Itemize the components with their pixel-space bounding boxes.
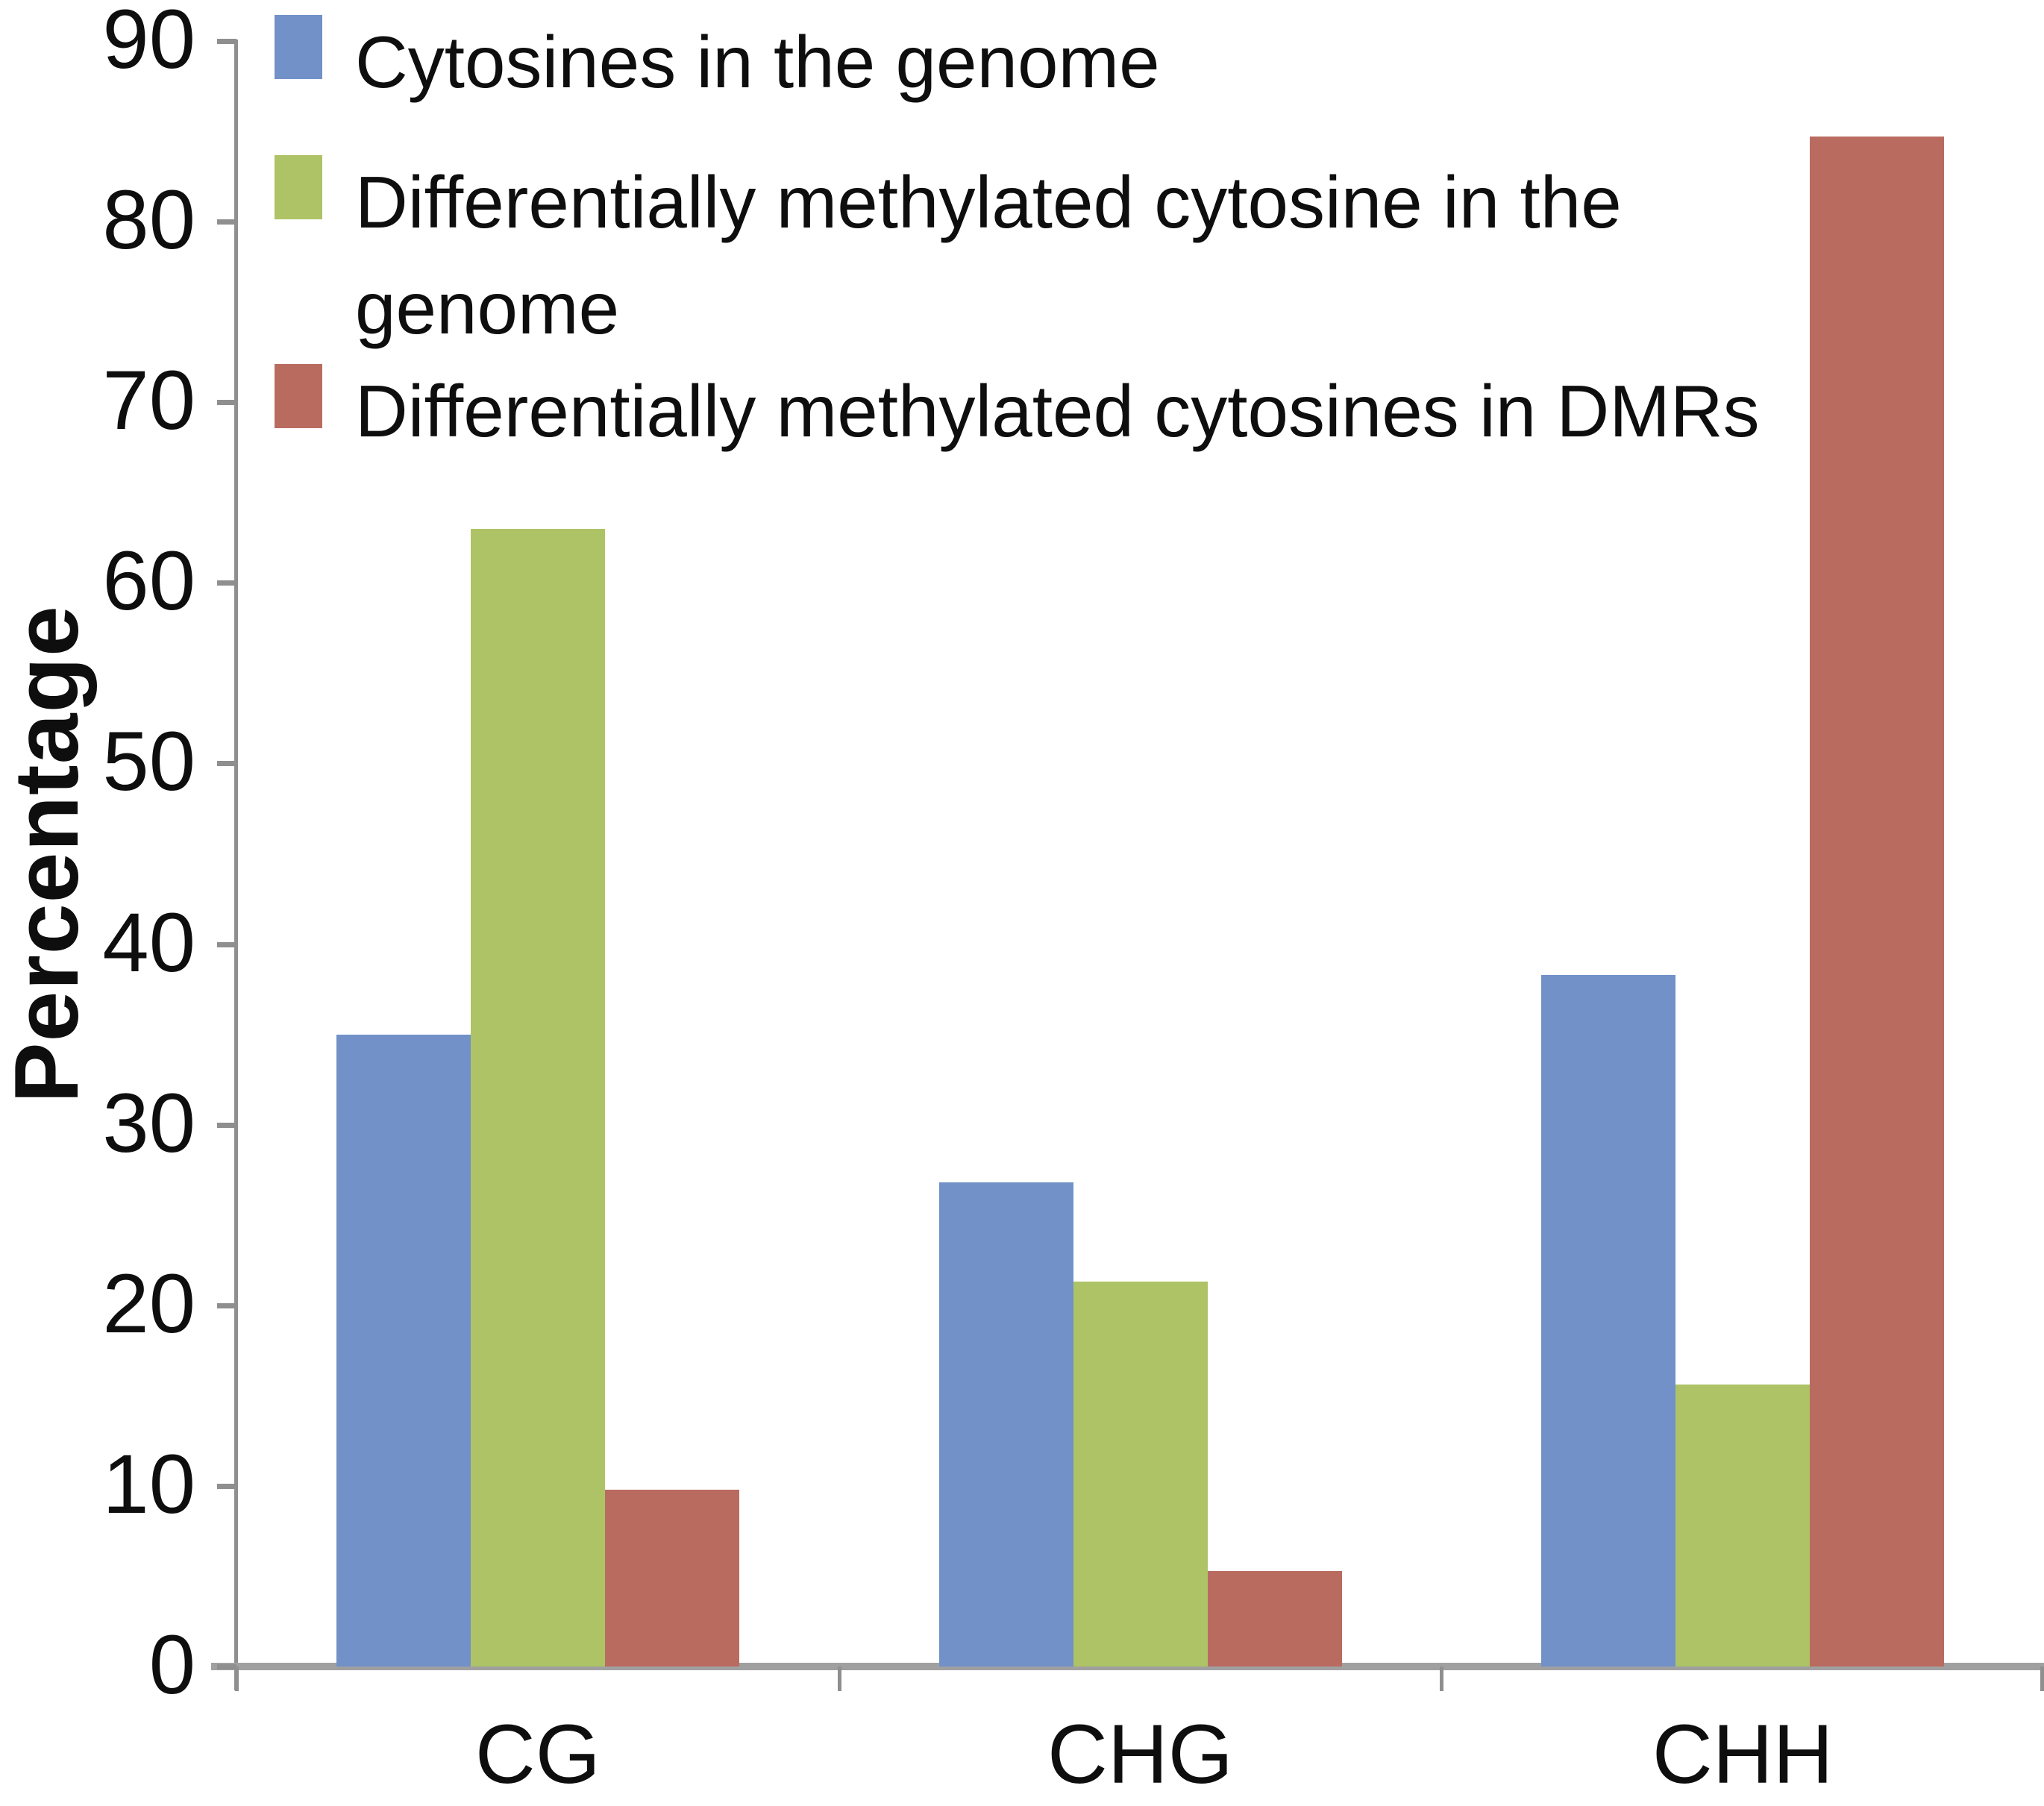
plot-area	[236, 41, 2044, 1667]
y-tick-label: 10	[102, 1437, 195, 1531]
bar	[1207, 1570, 1342, 1667]
y-tick-label: 80	[102, 172, 195, 266]
bar	[1810, 137, 1945, 1667]
legend-label: Differentially methylated cytosine in th…	[355, 161, 1622, 350]
y-tick	[217, 580, 236, 586]
x-category-label: CHG	[1047, 1708, 1233, 1801]
x-tick	[837, 1667, 841, 1691]
y-tick-label: 20	[102, 1256, 195, 1350]
y-tick	[217, 941, 236, 947]
bar	[336, 1034, 471, 1667]
y-tick-label: 0	[148, 1617, 195, 1711]
y-tick-label: 30	[102, 1076, 195, 1170]
x-category-label: CHH	[1652, 1708, 1834, 1801]
bar	[1541, 974, 1676, 1667]
legend-item: Differentially methylated cytosines in D…	[275, 358, 1760, 464]
y-tick	[217, 1122, 236, 1128]
y-tick	[217, 219, 236, 225]
y-tick-label: 40	[102, 895, 195, 989]
y-tick	[217, 1483, 236, 1489]
y-tick	[217, 1664, 236, 1669]
legend-swatch	[275, 15, 322, 79]
y-axis-line	[234, 40, 238, 1690]
x-category-label: CG	[474, 1708, 601, 1801]
legend-item: Cytosines in the genome	[275, 9, 1160, 115]
y-axis-label: Percentage	[0, 605, 97, 1103]
y-tick	[217, 39, 236, 44]
y-tick	[217, 761, 236, 767]
x-tick	[2040, 1667, 2044, 1691]
y-tick-label: 50	[102, 715, 195, 809]
y-tick-label: 60	[102, 534, 195, 628]
legend-label: Cytosines in the genome	[355, 21, 1160, 103]
x-axis-line	[211, 1663, 2044, 1670]
x-tick	[1440, 1667, 1444, 1691]
x-tick	[235, 1667, 239, 1691]
y-tick	[217, 400, 236, 406]
bar	[1675, 1385, 1811, 1667]
y-tick-label: 70	[102, 353, 195, 447]
bar	[470, 528, 605, 1667]
legend-label: Differentially methylated cytosines in D…	[355, 370, 1760, 452]
bar	[1073, 1282, 1208, 1667]
y-tick	[217, 1302, 236, 1308]
bar	[938, 1182, 1073, 1667]
legend-item: Differentially methylated cytosine in th…	[275, 149, 1772, 361]
y-tick-label: 90	[102, 0, 195, 86]
legend-swatch	[275, 364, 322, 428]
bar	[604, 1489, 739, 1667]
legend-swatch	[275, 155, 322, 219]
